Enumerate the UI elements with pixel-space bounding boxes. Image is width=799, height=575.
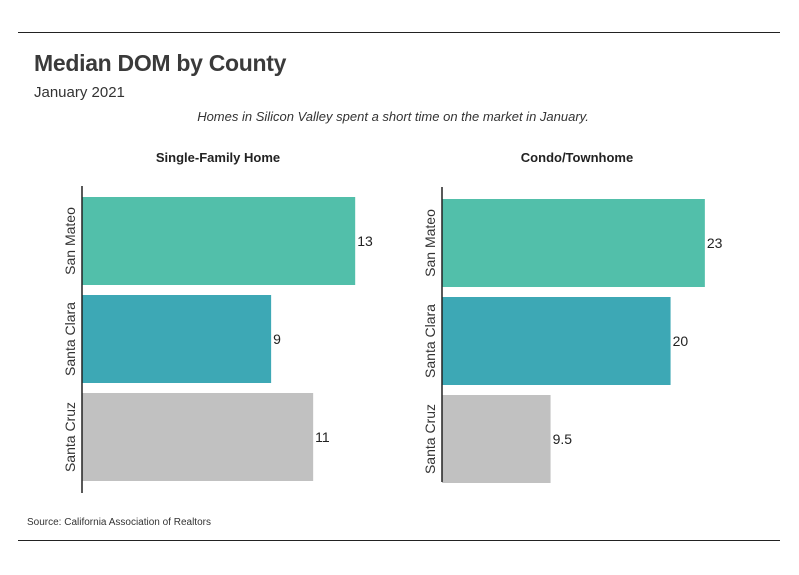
single-family-home-value-label-san-mateo: 13 bbox=[357, 233, 373, 249]
single-family-home-panel-title: Single-Family Home bbox=[156, 150, 280, 165]
condo-townhome-bar-santa-cruz bbox=[442, 395, 551, 483]
condo-townhome-value-label-santa-clara: 20 bbox=[673, 333, 689, 349]
condo-townhome-bar-santa-clara bbox=[442, 297, 671, 385]
single-family-home-category-label-san-mateo: San Mateo bbox=[62, 207, 78, 275]
bottom-rule bbox=[18, 540, 780, 541]
source-note: Source: California Association of Realto… bbox=[27, 517, 211, 528]
single-family-home-value-label-santa-cruz: 11 bbox=[315, 429, 330, 445]
chart-caption: Homes in Silicon Valley spent a short ti… bbox=[197, 109, 589, 124]
condo-townhome-category-label-santa-clara: Santa Clara bbox=[422, 304, 438, 378]
condo-townhome-panel-title: Condo/Townhome bbox=[521, 150, 633, 165]
condo-townhome-category-label-santa-cruz: Santa Cruz bbox=[422, 404, 438, 474]
single-family-home-category-label-santa-cruz: Santa Cruz bbox=[62, 402, 78, 472]
single-family-home-category-label-santa-clara: Santa Clara bbox=[62, 302, 78, 376]
single-family-home-value-label-santa-clara: 9 bbox=[273, 331, 281, 347]
condo-townhome-category-label-san-mateo: San Mateo bbox=[422, 209, 438, 277]
single-family-home-bar-santa-clara bbox=[82, 295, 272, 383]
condo-townhome-value-label-santa-cruz: 9.5 bbox=[553, 431, 573, 447]
single-family-home-bar-santa-cruz bbox=[82, 393, 314, 481]
condo-townhome-value-label-san-mateo: 23 bbox=[707, 235, 723, 251]
single-family-home-bar-san-mateo bbox=[82, 197, 356, 285]
condo-townhome-bar-san-mateo bbox=[442, 199, 705, 287]
chart-subtitle: January 2021 bbox=[34, 84, 125, 101]
top-rule bbox=[18, 32, 780, 33]
chart-title: Median DOM by County bbox=[34, 50, 287, 76]
